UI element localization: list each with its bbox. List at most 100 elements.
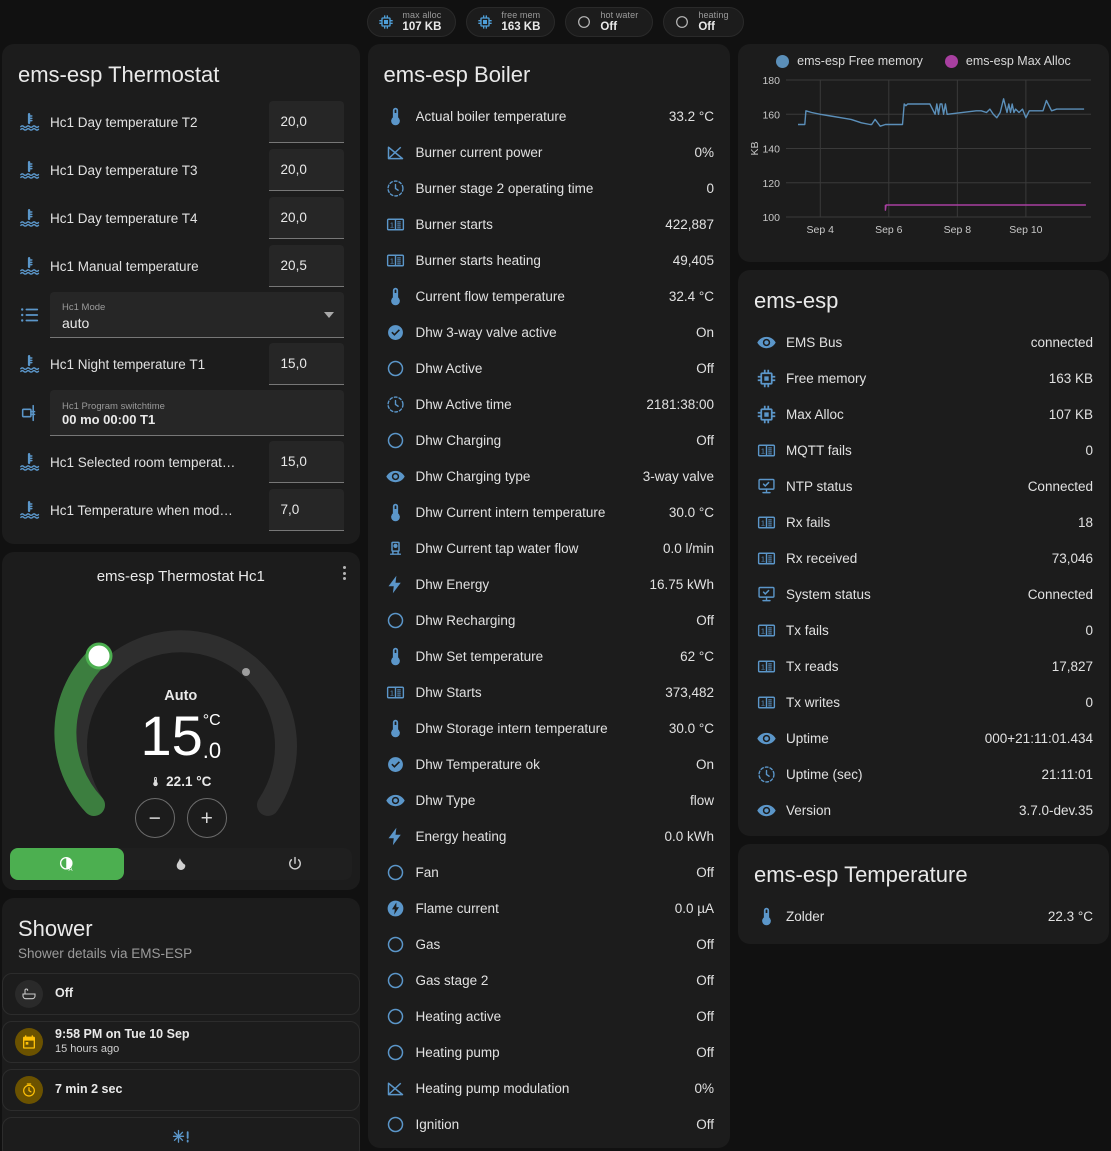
- shower-tile[interactable]: Off: [2, 973, 360, 1015]
- boiler-row[interactable]: Dhw Energy 16.75 kWh: [368, 566, 730, 602]
- emsesp-row[interactable]: 1 Tx writes 0: [738, 684, 1109, 720]
- column-left: ems-esp Thermostat Hc1 Day temperature T…: [2, 44, 360, 1151]
- emsesp-row[interactable]: 1 Tx reads 17,827: [738, 648, 1109, 684]
- boiler-row[interactable]: Dhw Temperature ok On: [368, 746, 730, 782]
- emsesp-row[interactable]: Uptime (sec) 21:11:01: [738, 756, 1109, 792]
- entity-value: Connected: [1027, 586, 1093, 602]
- shower-tile[interactable]: [2, 1117, 360, 1151]
- entity-value: 21:11:01: [1041, 766, 1093, 782]
- text-input[interactable]: Hc1 Program switchtime 00 mo 00:00 T1: [50, 390, 344, 436]
- boiler-row[interactable]: Burner stage 2 operating time 0: [368, 170, 730, 206]
- boiler-row[interactable]: Current flow temperature 32.4 °C: [368, 278, 730, 314]
- boiler-row[interactable]: Dhw Current intern temperature 30.0 °C: [368, 494, 730, 530]
- entity-value: 000+21:11:01.434: [984, 730, 1093, 746]
- legend-item-max-alloc[interactable]: ems-esp Max Alloc: [944, 54, 1071, 68]
- boiler-row[interactable]: Dhw Charging type 3-way valve: [368, 458, 730, 494]
- chip-heating[interactable]: heating Off: [663, 7, 744, 37]
- thermometer-water-icon: [10, 451, 50, 473]
- emsesp-row[interactable]: 1 MQTT fails 0: [738, 432, 1109, 468]
- dial-arc[interactable]: [31, 592, 331, 842]
- boiler-row[interactable]: 1 Burner starts 422,887: [368, 206, 730, 242]
- entity-name: Actual boiler temperature: [415, 108, 567, 124]
- shower-tile[interactable]: 7 min 2 sec: [2, 1069, 360, 1111]
- boiler-row[interactable]: Energy heating 0.0 kWh: [368, 818, 730, 854]
- boiler-row[interactable]: Gas stage 2 Off: [368, 962, 730, 998]
- boiler-row[interactable]: Dhw Charging Off: [368, 422, 730, 458]
- svg-text:140: 140: [762, 144, 780, 156]
- boiler-row[interactable]: Flame current 0.0 µA: [368, 890, 730, 926]
- mode-select[interactable]: Hc1 Mode auto: [50, 292, 344, 338]
- emsesp-row[interactable]: 1 Rx fails 18: [738, 504, 1109, 540]
- boiler-row[interactable]: 1 Burner starts heating 49,405: [368, 242, 730, 278]
- temperature-row[interactable]: Zolder 22.3 °C: [738, 898, 1109, 934]
- number-input[interactable]: 20,5: [268, 245, 344, 287]
- entity-name: Heating active: [415, 1008, 502, 1024]
- emsesp-row[interactable]: NTP status Connected: [738, 468, 1109, 504]
- boiler-row[interactable]: Heating active Off: [368, 998, 730, 1034]
- entity-name: Ignition: [415, 1116, 460, 1132]
- shower-tile[interactable]: 9:58 PM on Tue 10 Sep 15 hours ago: [2, 1021, 360, 1063]
- chip-hot-water[interactable]: hot water Off: [565, 7, 654, 37]
- boiler-row[interactable]: Dhw Current tap water flow 0.0 l/min: [368, 530, 730, 566]
- boiler-row[interactable]: Dhw Set temperature 62 °C: [368, 638, 730, 674]
- emsesp-row[interactable]: Free memory 163 KB: [738, 360, 1109, 396]
- boiler-row[interactable]: Gas Off: [368, 926, 730, 962]
- number-input[interactable]: 15,0: [268, 441, 344, 483]
- boiler-row[interactable]: Dhw Recharging Off: [368, 602, 730, 638]
- boiler-row[interactable]: Dhw Storage intern temperature 30.0 °C: [368, 710, 730, 746]
- boiler-row[interactable]: Dhw Active time 2181:38:00: [368, 386, 730, 422]
- thermostat-row: Hc1 Temperature when mod… 7,0: [2, 486, 360, 534]
- hvac-mode-auto-button[interactable]: A: [10, 848, 124, 880]
- entity-value: 2181:38:00: [646, 396, 714, 412]
- number-input[interactable]: 20,0: [268, 101, 344, 143]
- svg-text:Sep 10: Sep 10: [1009, 224, 1042, 236]
- emsesp-row[interactable]: Version 3.7.0-dev.35: [738, 792, 1109, 828]
- thermometer-water-icon: [10, 111, 50, 133]
- boiler-row[interactable]: Burner current power 0%: [368, 134, 730, 170]
- entity-value: 3.7.0-dev.35: [1018, 802, 1093, 818]
- hvac-mode-off-button[interactable]: [238, 848, 352, 880]
- overflow-menu-icon[interactable]: [342, 566, 346, 580]
- boiler-row[interactable]: Dhw 3-way valve active On: [368, 314, 730, 350]
- thermometer-water-icon: [10, 159, 50, 181]
- entity-name: Tx writes: [786, 694, 840, 710]
- chevron-down-icon[interactable]: [323, 311, 334, 318]
- boiler-row[interactable]: Heating pump modulation 0%: [368, 1070, 730, 1106]
- emsesp-row[interactable]: System status Connected: [738, 576, 1109, 612]
- number-input[interactable]: 15,0: [268, 343, 344, 385]
- entity-value: On: [695, 756, 714, 772]
- boiler-row[interactable]: Fan Off: [368, 854, 730, 890]
- dial-header: ems-esp Thermostat Hc1: [2, 552, 360, 592]
- increase-temperature-button[interactable]: +: [186, 798, 227, 838]
- emsesp-row[interactable]: Uptime 000+21:11:01.434: [738, 720, 1109, 756]
- hvac-mode-heat-button[interactable]: [124, 848, 238, 880]
- card-title: ems-esp Boiler: [383, 62, 531, 87]
- emsesp-row[interactable]: EMS Bus connected: [738, 324, 1109, 360]
- chip-free-mem[interactable]: free mem 163 KB: [466, 7, 556, 37]
- temperature-row-list: Zolder 22.3 °C: [738, 898, 1109, 934]
- chart-plot-area[interactable]: 100 120 140 160 180 Sep 4 Sep 6 Sep 8 Sep 10 KB: [738, 72, 1109, 262]
- emsesp-row[interactable]: 1 Rx received 73,046: [738, 540, 1109, 576]
- dial-control[interactable]: Auto 15 °C .0 22.1 °C: [2, 592, 360, 842]
- boiler-row[interactable]: 1 Dhw Starts 373,482: [368, 674, 730, 710]
- number-input[interactable]: 20,0: [268, 197, 344, 239]
- thermometer-water-icon: [10, 353, 50, 375]
- number-input[interactable]: 20,0: [268, 149, 344, 191]
- boiler-row[interactable]: Actual boiler temperature 33.2 °C: [368, 98, 730, 134]
- emsesp-row[interactable]: Max Alloc 107 KB: [738, 396, 1109, 432]
- entity-value: 16.75 kWh: [649, 576, 714, 592]
- boiler-row[interactable]: Heating pump Off: [368, 1034, 730, 1070]
- boiler-row[interactable]: Dhw Type flow: [368, 782, 730, 818]
- entity-value: Off: [696, 936, 714, 952]
- number-input[interactable]: 7,0: [268, 489, 344, 531]
- entity-value: 62 °C: [680, 648, 714, 664]
- svg-text:160: 160: [762, 109, 780, 121]
- boiler-row[interactable]: Dhw Active Off: [368, 350, 730, 386]
- boiler-row[interactable]: Ignition Off: [368, 1106, 730, 1142]
- legend-item-free-memory[interactable]: ems-esp Free memory: [776, 54, 923, 68]
- chip-max-alloc[interactable]: max alloc 107 KB: [367, 7, 457, 37]
- decrease-temperature-button[interactable]: −: [134, 798, 175, 838]
- svg-text:1: 1: [760, 518, 764, 527]
- emsesp-row[interactable]: 1 Tx fails 0: [738, 612, 1109, 648]
- dial-title: ems-esp Thermostat Hc1: [96, 567, 265, 585]
